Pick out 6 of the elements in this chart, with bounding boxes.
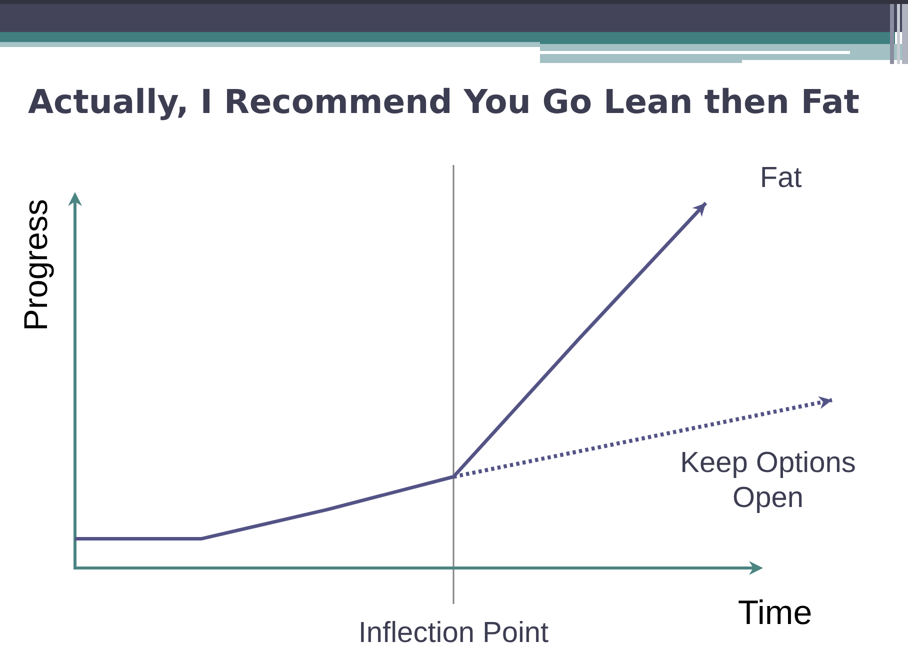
y-axis-title: Progress <box>17 198 54 332</box>
text: Inflection Point <box>358 617 549 649</box>
chart-title: Actually, I Recommend You Go Lean then Fat <box>28 82 860 121</box>
series-label: Keep Options Open <box>680 447 856 514</box>
x-axis-title: Time <box>738 594 812 632</box>
series-label: Fat <box>760 162 802 194</box>
